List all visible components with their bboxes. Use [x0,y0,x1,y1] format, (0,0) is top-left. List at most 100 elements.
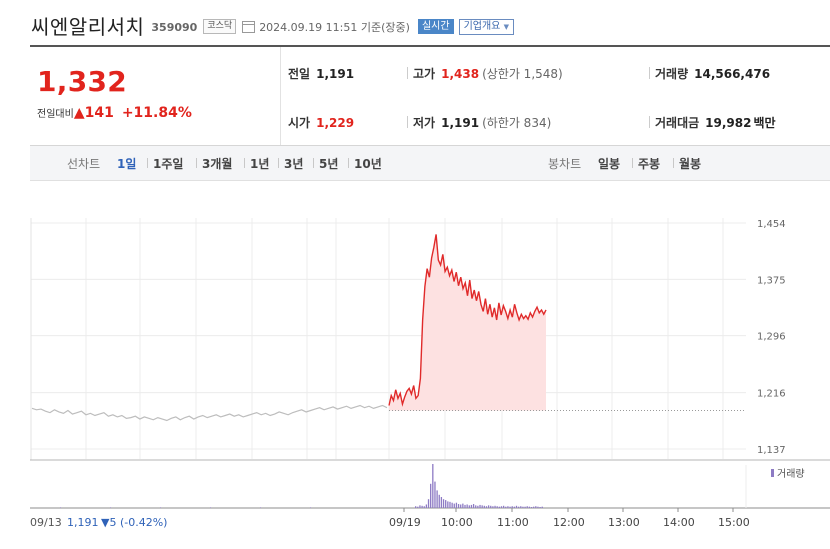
tab-daily-candle[interactable]: 일봉 [598,157,621,171]
volume-bar [453,503,455,508]
up-triangle-icon: ▲ [73,105,85,121]
volume-bar [475,505,477,508]
header-divider [30,45,830,47]
x-tick-label: 15:00 [718,516,750,529]
volume-bar [481,505,483,508]
divider [649,67,650,79]
volume-bar [210,507,211,508]
x-tick-label: 11:00 [497,516,529,529]
volume-bar [477,505,479,508]
prev-close-label: 전일 [288,67,311,81]
volume-bar [425,504,428,508]
volume-bar [449,501,451,508]
divider [407,67,408,79]
change-percent: +11.84% [121,105,192,121]
divider [147,158,148,168]
volume-bar [520,506,522,508]
realtime-button[interactable]: 실시간 [417,19,454,34]
quote-datetime: 2024.09.19 11:51 기준(장중) [259,19,410,35]
divider [313,158,314,168]
volume-bar [485,506,488,508]
volume-legend-swatch [771,469,774,477]
trade-value-unit: 백만 [753,116,776,130]
high-label: 고가 [413,67,436,81]
stock-name: 씨엔알리서치 [31,14,145,39]
x-tick-label: 09/19 [389,516,421,529]
quote-divider [280,47,281,145]
volume-bar [423,506,425,508]
prev-day-close-label: 1,191 [67,516,99,529]
prev-day-line [31,404,388,422]
low-value: 1,191 [441,116,480,130]
volume-bar [60,507,61,508]
volume-bar [537,506,539,508]
tab-1d[interactable]: 1일 [117,157,137,171]
volume-bar [455,502,458,508]
volume-bar [432,464,434,508]
low-price: 저가 1,191 (하한가 834) [413,114,551,131]
y-tick-label: 1,296 [757,332,786,343]
volume-bar [515,505,518,508]
volume-bar [462,503,464,508]
tab-3y[interactable]: 3년 [284,157,304,171]
volume-bar [502,505,505,508]
x-tick-label: 12:00 [553,516,585,529]
tab-5y[interactable]: 5년 [319,157,339,171]
volume-label: 거래량 [655,67,689,81]
divider [649,116,650,128]
volume-bar [430,483,432,508]
basis-label: 기준(장중) [360,21,410,34]
price-area [389,234,546,411]
volume-bar [110,507,111,508]
volume-bar [498,506,500,508]
volume-bar [539,507,541,508]
volume-bar [442,499,445,508]
y-tick-label: 1,454 [757,219,786,230]
volume-bar [260,507,261,508]
volume-bar [472,504,475,508]
company-info-button[interactable]: 기업개요 ▼ [458,18,514,35]
tab-monthly-candle[interactable]: 월봉 [679,157,702,171]
x-tick-label: 13:00 [608,516,640,529]
axis-labels: 1,454 1,375 1,296 1,216 1,137 거래량 09/13 1,191 ▼5… [30,219,805,529]
chevron-down-icon: ▼ [503,22,509,31]
tab-weekly-candle[interactable]: 주봉 [638,157,661,171]
volume-bar [427,499,430,508]
company-info-label: 기업개요 [463,20,501,32]
volume: 거래량 14,566,476 [655,65,770,82]
price-lines [31,234,746,422]
quote-summary: 1,332 전일대비▲141 +11.84% 전일 1,191 고가 1,438 (상한… [30,47,830,146]
line-chart-label: 선차트 [67,157,101,171]
prev-close-value: 1,191 [316,67,355,81]
volume-bar [530,507,533,508]
today-price-line [388,234,547,407]
y-tick-label: 1,137 [757,445,786,456]
divider [632,158,633,168]
volume-bars [60,464,543,508]
volume-bar [541,506,543,508]
lower-limit: (하한가 834) [482,116,552,130]
tab-3m[interactable]: 3개월 [202,157,233,171]
divider [673,158,674,168]
volume-legend-label: 거래량 [777,468,805,480]
low-label: 저가 [413,116,436,130]
volume-bar [445,500,447,508]
intraday-price-chart: 1,454 1,375 1,296 1,216 1,137 거래량 09/13 1,191 ▼5… [30,218,830,529]
volume-bar [447,501,449,508]
open-value: 1,229 [316,116,355,130]
calendar-icon [242,21,256,33]
prev-day-date-label: 09/13 [30,516,62,529]
volume-bar [500,506,503,508]
price-change: 전일대비▲141 +11.84% [37,105,192,121]
tab-1y[interactable]: 1년 [250,157,270,171]
upper-limit: (상한가 1,548) [482,67,563,81]
market-badge: 코스닥 [203,19,237,34]
open-price: 시가 1,229 [288,114,354,131]
volume-bar [440,497,443,508]
volume-bar [513,506,516,508]
tab-1w[interactable]: 1주일 [153,157,184,171]
volume-bar [415,506,417,508]
stock-code: 359090 [151,21,198,34]
tab-10y[interactable]: 10년 [354,157,382,171]
volume-bar [451,502,453,508]
